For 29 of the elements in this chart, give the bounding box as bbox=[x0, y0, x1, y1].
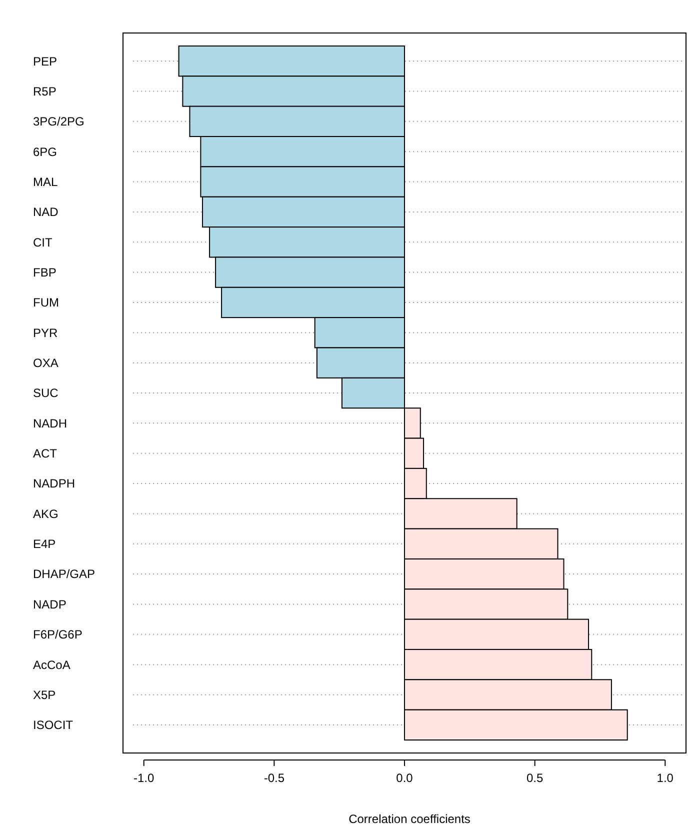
y-tick-label: AKG bbox=[33, 506, 58, 521]
x-tick-label: -1.0 bbox=[134, 771, 155, 785]
y-tick-label: NADPH bbox=[33, 476, 76, 491]
y-tick-label: DHAP/GAP bbox=[33, 567, 96, 582]
x-axis-title: Correlation coefficients bbox=[348, 812, 470, 826]
x-tick-label: 0.0 bbox=[396, 771, 414, 785]
y-tick-label: ACT bbox=[33, 446, 58, 461]
x-tick-label: 1.0 bbox=[656, 771, 674, 785]
y-tick-label: ISOCIT bbox=[33, 718, 74, 732]
y-tick-label: PEP bbox=[33, 54, 58, 68]
x-tick-label: 0.5 bbox=[526, 771, 544, 785]
y-tick-label: NADP bbox=[33, 597, 66, 612]
y-tick-label: R5P bbox=[33, 84, 56, 98]
y-tick-label: NAD bbox=[33, 205, 59, 220]
y-tick-label: 3PG/2PG bbox=[33, 114, 84, 129]
y-tick-label: NADH bbox=[33, 416, 68, 430]
y-tick-label: FUM bbox=[33, 296, 59, 310]
y-tick-label: E4P bbox=[33, 537, 56, 552]
y-tick-label: MAL bbox=[33, 174, 58, 189]
y-tick-label: SUC bbox=[33, 386, 59, 400]
y-tick-label: F6P/G6P bbox=[33, 628, 82, 642]
y-tick-label: FBP bbox=[33, 266, 56, 280]
y-tick-label: PYR bbox=[33, 326, 58, 340]
y-tick-label: X5P bbox=[33, 688, 56, 702]
y-tick-label: AcCoA bbox=[33, 658, 70, 672]
y-tick-label: OXA bbox=[33, 356, 58, 370]
x-tick-label: -0.5 bbox=[264, 771, 285, 785]
y-tick-label: 6PG bbox=[33, 144, 58, 159]
y-tick-label: CIT bbox=[33, 235, 53, 250]
